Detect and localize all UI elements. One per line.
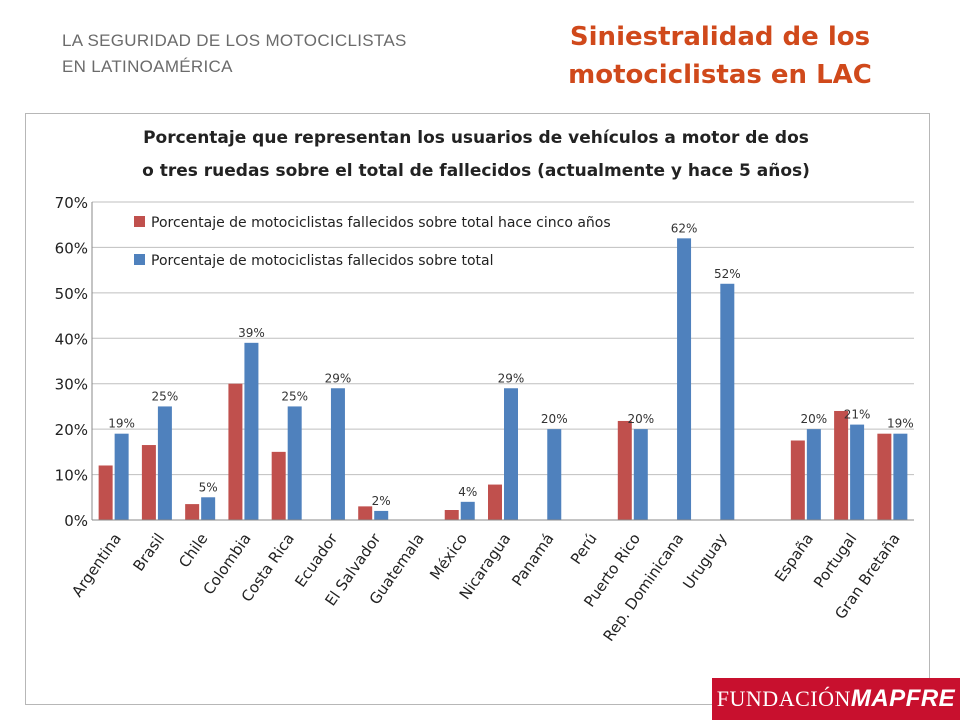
- bar-five-years-ago: [444, 510, 459, 520]
- slide-title-line-2: motociclistas en LAC: [568, 60, 872, 90]
- subtitle-line-1: LA SEGURIDAD DE LOS MOTOCICLISTAS: [62, 31, 407, 50]
- data-label: 62%: [671, 221, 698, 235]
- x-tick-label: Brasil: [129, 530, 168, 575]
- x-tick-label: México: [426, 530, 471, 583]
- legend-swatch: [134, 216, 145, 227]
- y-tick-label: 0%: [64, 512, 88, 530]
- x-tick-label: Chile: [175, 530, 211, 571]
- gridlines: [92, 201, 914, 521]
- bar-current: [547, 429, 562, 520]
- data-label: 20%: [801, 412, 828, 426]
- bars: [98, 238, 908, 521]
- data-label: 29%: [325, 371, 352, 385]
- legend: Porcentaje de motociclistas fallecidos s…: [134, 215, 611, 269]
- data-labels: 19% 25% 5% 39% 25% 29% 2% 4% 29% 20% 20% 62% 52% 20% 2…: [108, 221, 913, 508]
- presentation-subtitle: LA SEGURIDAD DE LOS MOTOCICLISTAS EN LAT…: [62, 28, 407, 80]
- x-tick-label: Panamá: [508, 530, 557, 590]
- bar-current: [244, 342, 259, 520]
- x-tick-label: Rep. Dominicana: [600, 530, 688, 645]
- data-label: 25%: [281, 389, 308, 403]
- bar-five-years-ago: [488, 484, 502, 520]
- data-label: 19%: [108, 417, 135, 431]
- data-label: 20%: [541, 412, 568, 426]
- logo-text-fundacion: FUNDACIÓN: [716, 686, 851, 711]
- data-label: 52%: [714, 267, 741, 281]
- x-tick-label: Perú: [567, 530, 601, 568]
- bar-five-years-ago: [271, 451, 286, 520]
- data-label: 29%: [498, 371, 525, 385]
- data-label: 25%: [152, 389, 179, 403]
- y-tick-label: 70%: [55, 194, 88, 212]
- bar-five-years-ago: [358, 506, 373, 520]
- bar-current: [460, 501, 475, 520]
- data-label: 4%: [458, 485, 477, 499]
- data-label: 39%: [238, 326, 265, 340]
- data-label: 21%: [844, 408, 871, 422]
- bar-five-years-ago: [185, 504, 200, 520]
- bar-five-years-ago: [98, 465, 113, 520]
- y-axis: 0% 10% 20% 30% 40% 50% 60% 70%: [55, 194, 93, 530]
- bar-current: [850, 424, 865, 520]
- bar-five-years-ago: [790, 440, 805, 520]
- logo-text-mapfre: MAPFRE: [850, 685, 956, 712]
- data-label: 2%: [372, 494, 391, 508]
- legend-label: Porcentaje de motociclistas fallecidos s…: [151, 253, 494, 269]
- chart-title-line-2: o tres ruedas sobre el total de fallecid…: [142, 161, 810, 181]
- bar-five-years-ago: [228, 383, 243, 520]
- y-tick-label: 30%: [55, 376, 88, 394]
- y-tick-label: 60%: [55, 239, 88, 257]
- data-label: 5%: [199, 480, 218, 494]
- chart-frame: [25, 113, 930, 705]
- slide-title: Siniestralidad de los motociclistas en L…: [520, 18, 920, 94]
- y-tick-label: 50%: [55, 285, 88, 303]
- bar-current: [504, 388, 518, 520]
- bar-current: [201, 497, 216, 520]
- y-tick-label: 40%: [55, 330, 88, 348]
- bar-current: [893, 433, 908, 520]
- bar-current: [677, 238, 692, 521]
- slide-title-line-1: Siniestralidad de los: [569, 22, 871, 52]
- bar-current: [633, 429, 648, 520]
- bar-current: [330, 388, 345, 520]
- bar-current: [157, 406, 172, 520]
- x-tick-label: Uruguay: [679, 530, 730, 593]
- bar-five-years-ago: [617, 420, 632, 520]
- subtitle-line-2: EN LATINOAMÉRICA: [62, 57, 233, 76]
- bar-five-years-ago: [877, 433, 892, 520]
- fundacion-mapfre-logo: FUNDACIÓN MAPFRE: [712, 678, 960, 720]
- y-tick-label: 10%: [55, 467, 88, 485]
- bar-current: [287, 406, 302, 520]
- bar-five-years-ago: [834, 410, 849, 520]
- bar-current: [720, 283, 735, 520]
- data-label: 20%: [627, 412, 654, 426]
- x-tick-label: Argentina: [68, 530, 125, 600]
- y-tick-label: 20%: [55, 421, 88, 439]
- bar-current: [806, 429, 821, 520]
- chart-title-line-1: Porcentaje que representan los usuarios …: [143, 128, 809, 148]
- legend-swatch: [134, 254, 145, 265]
- x-tick-label: España: [771, 530, 817, 585]
- bar-current: [374, 510, 389, 520]
- bar-five-years-ago: [141, 445, 156, 520]
- legend-label: Porcentaje de motociclistas fallecidos s…: [151, 215, 611, 231]
- bar-current: [114, 433, 129, 520]
- data-label: 19%: [887, 417, 914, 431]
